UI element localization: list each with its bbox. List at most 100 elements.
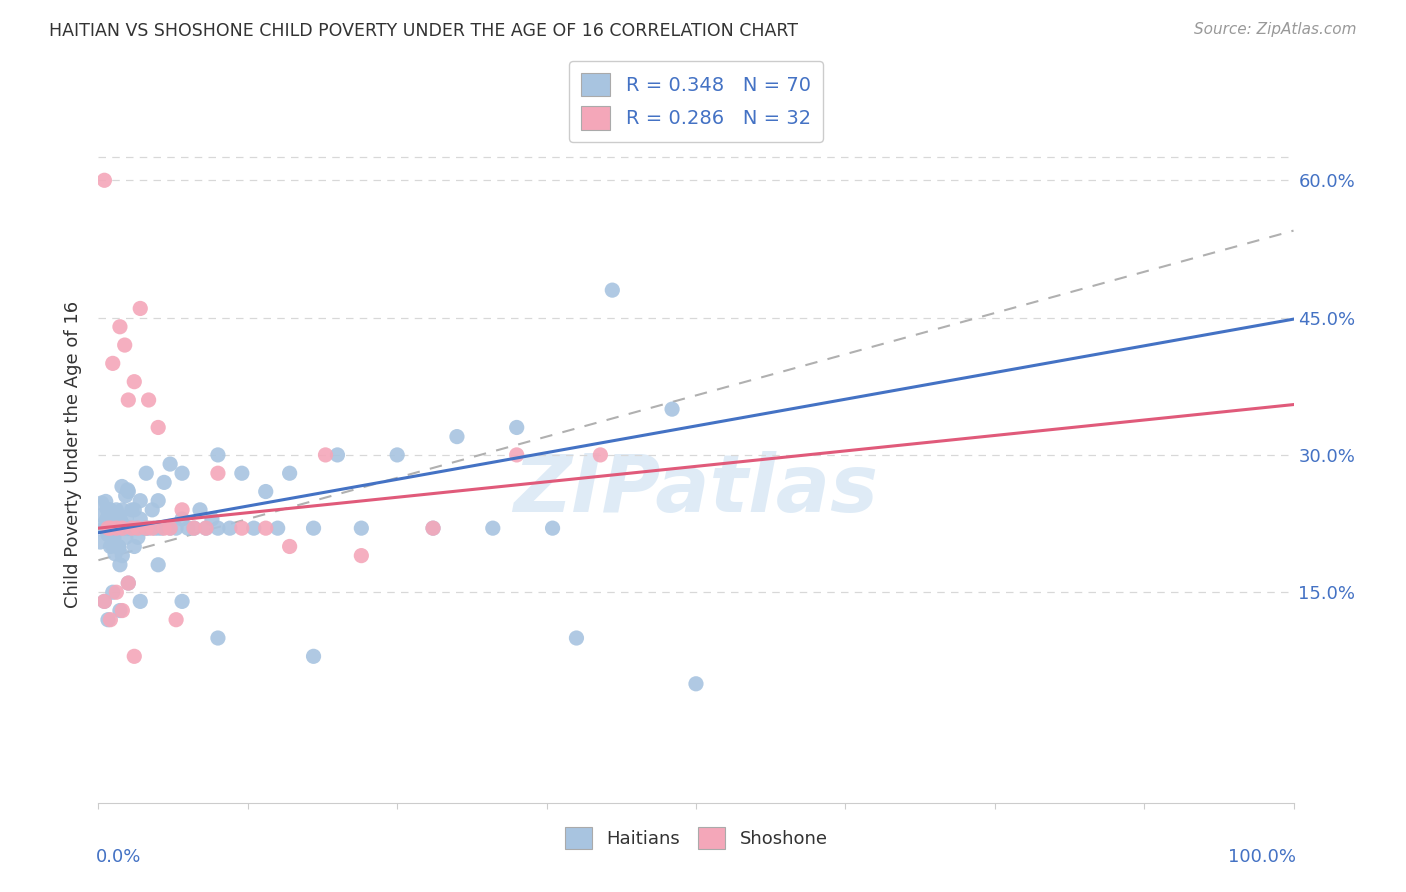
Text: HAITIAN VS SHOSHONE CHILD POVERTY UNDER THE AGE OF 16 CORRELATION CHART: HAITIAN VS SHOSHONE CHILD POVERTY UNDER … <box>49 22 799 40</box>
Point <box>177 521 200 535</box>
Text: 100.0%: 100.0% <box>1227 848 1296 866</box>
Point <box>132 521 155 535</box>
Point <box>101 356 124 370</box>
Point <box>159 457 181 471</box>
Point <box>101 585 124 599</box>
Point <box>124 540 146 554</box>
Point <box>159 521 181 535</box>
Legend: Haitians, Shoshone: Haitians, Shoshone <box>557 820 835 856</box>
Point <box>278 467 301 481</box>
Point <box>108 541 131 555</box>
Point <box>188 503 211 517</box>
Point <box>219 521 242 535</box>
Point <box>96 502 118 516</box>
Point <box>207 448 229 462</box>
Point <box>541 521 564 535</box>
Point <box>105 585 128 599</box>
Point <box>124 375 146 389</box>
Point <box>104 547 127 561</box>
Point <box>127 530 149 544</box>
Point <box>231 521 253 535</box>
Point <box>98 521 122 535</box>
Point <box>114 521 136 535</box>
Y-axis label: Child Poverty Under the Age of 16: Child Poverty Under the Age of 16 <box>65 301 83 608</box>
Point <box>125 521 148 535</box>
Point <box>172 503 194 517</box>
Point <box>101 539 124 553</box>
Point <box>117 392 139 407</box>
Point <box>103 515 125 529</box>
Point <box>103 519 125 533</box>
Point <box>98 613 122 627</box>
Point <box>111 479 134 493</box>
Point <box>111 603 134 617</box>
Point <box>148 420 170 434</box>
Point <box>117 484 139 499</box>
Point <box>231 467 253 481</box>
Point <box>138 521 160 535</box>
Point <box>141 521 163 535</box>
Point <box>117 521 139 535</box>
Point <box>201 512 224 526</box>
Point <box>254 521 277 535</box>
Point <box>98 521 122 535</box>
Point <box>90 496 112 510</box>
Point <box>135 521 157 535</box>
Text: ZIPatlas: ZIPatlas <box>513 450 879 529</box>
Point <box>114 489 136 503</box>
Point <box>111 521 134 535</box>
Point <box>97 527 120 541</box>
Point <box>165 521 187 535</box>
Text: Source: ZipAtlas.com: Source: ZipAtlas.com <box>1194 22 1357 37</box>
Point <box>195 521 218 535</box>
Point <box>117 576 139 591</box>
Point <box>115 530 138 544</box>
Point <box>138 392 160 407</box>
Point <box>315 448 337 462</box>
Point <box>90 518 112 533</box>
Point <box>101 521 124 535</box>
Point <box>207 631 229 645</box>
Point <box>165 613 187 627</box>
Point <box>93 173 115 187</box>
Point <box>129 493 152 508</box>
Point <box>506 420 529 434</box>
Point <box>153 521 176 535</box>
Point <box>195 521 218 535</box>
Point <box>105 521 128 535</box>
Point <box>105 521 128 535</box>
Point <box>350 549 373 563</box>
Point <box>148 521 170 535</box>
Point <box>135 467 157 481</box>
Point <box>97 521 120 535</box>
Point <box>172 512 194 526</box>
Point <box>93 594 115 608</box>
Point <box>326 448 349 462</box>
Point <box>141 503 163 517</box>
Point <box>243 521 266 535</box>
Point <box>422 521 444 535</box>
Point <box>278 540 301 554</box>
Point <box>302 521 325 535</box>
Point <box>98 503 121 517</box>
Point <box>148 558 170 572</box>
Point <box>481 521 505 535</box>
Point <box>98 540 122 554</box>
Point <box>107 540 129 554</box>
Point <box>97 613 120 627</box>
Point <box>254 484 277 499</box>
Point <box>124 649 146 664</box>
Point <box>589 448 612 462</box>
Point <box>172 467 194 481</box>
Point <box>114 338 136 352</box>
Point <box>111 521 134 535</box>
Point <box>98 503 122 517</box>
Point <box>129 512 152 526</box>
Point <box>183 521 205 535</box>
Point <box>93 521 115 535</box>
Point <box>148 493 170 508</box>
Point <box>446 429 468 443</box>
Point <box>111 517 134 532</box>
Point <box>117 483 139 497</box>
Point <box>93 594 115 608</box>
